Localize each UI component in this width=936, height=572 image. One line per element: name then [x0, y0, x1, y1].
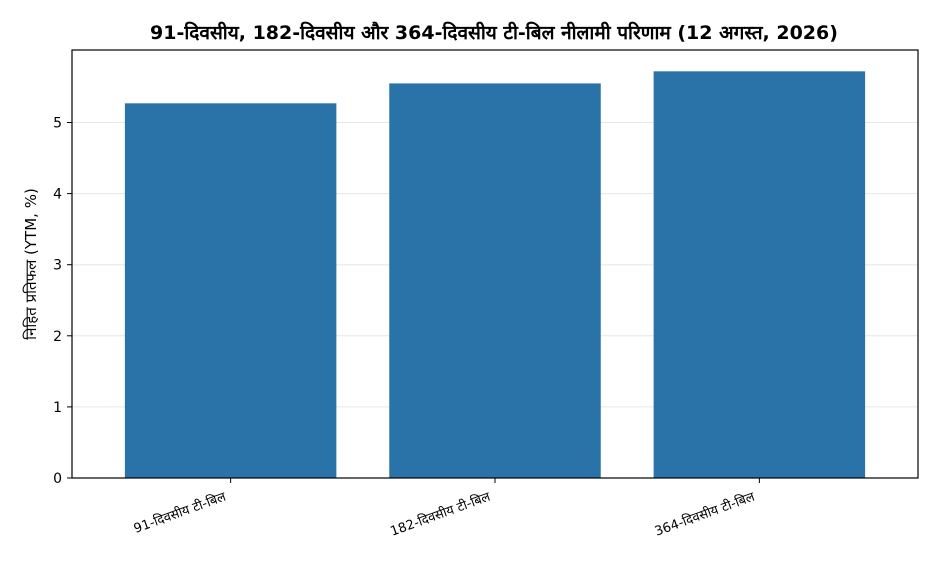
chart-title: 91-दिवसीय, 182-दिवसीय और 364-दिवसीय टी-ब…	[150, 21, 838, 44]
y-tick-label: 1	[53, 400, 62, 416]
y-tick-label: 4	[53, 187, 62, 203]
y-tick-label: 0	[53, 471, 62, 487]
y-tick-label: 2	[53, 329, 62, 345]
x-tick-label: 364-दिवसीय टी-बिल	[653, 489, 757, 540]
bar	[653, 71, 866, 478]
y-axis-ticks: 0 1 2 3 4 5	[53, 116, 72, 487]
bars	[124, 71, 866, 478]
plot-frame	[71, 49, 919, 479]
y-axis-label: निहित प्रतिफल (YTM, %)	[22, 188, 40, 340]
x-tick-label: 91-दिवसीय टी-बिल	[132, 489, 229, 537]
y-tick-label: 3	[53, 258, 62, 274]
bar	[389, 83, 601, 478]
x-axis-ticks: 91-दिवसीय टी-बिल 182-दिवसीय टी-बिल 364-दिव…	[132, 478, 760, 540]
x-tick-label: 182-दिवसीय टी-बिल	[388, 489, 492, 540]
bar	[124, 103, 337, 478]
y-tick-label: 5	[53, 116, 62, 132]
